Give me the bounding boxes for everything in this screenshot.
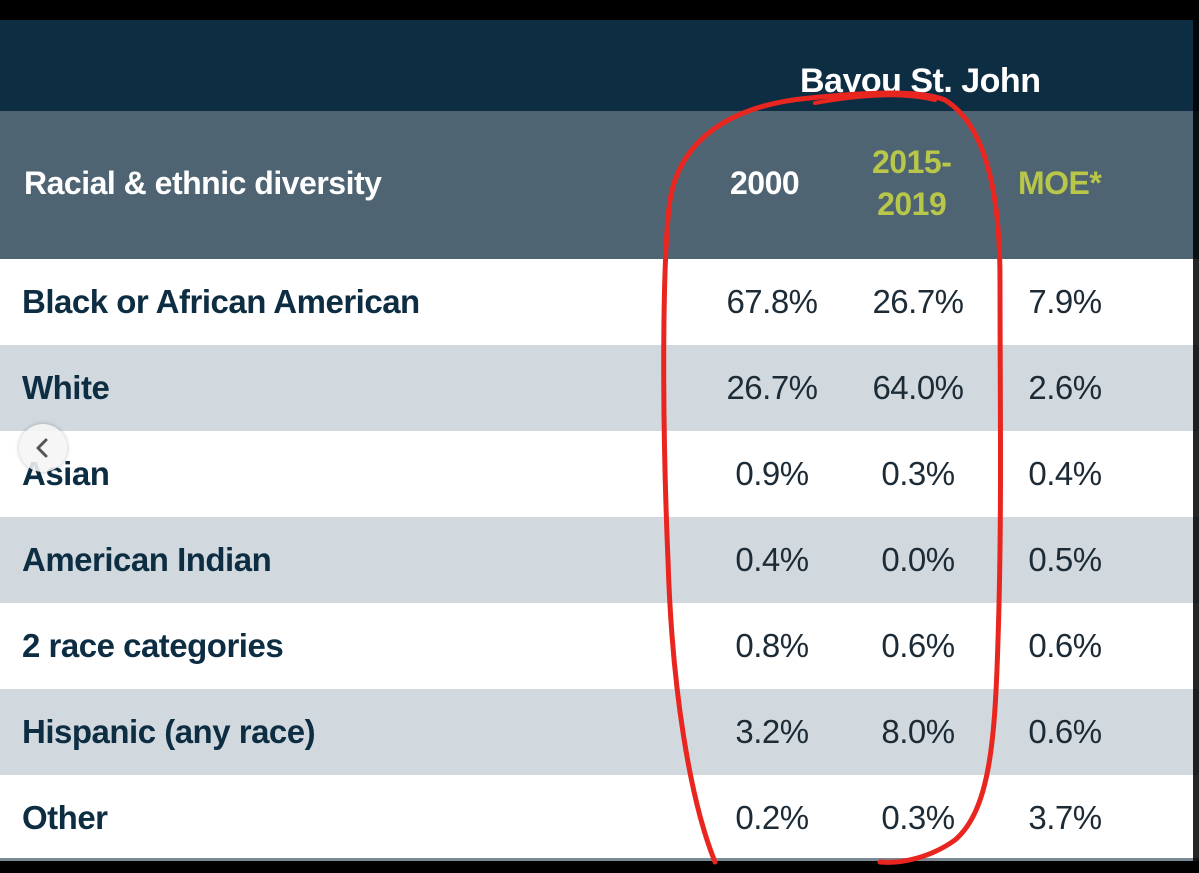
table-cell: 0.4% — [735, 541, 809, 578]
column-header-row: Racial & ethnic diversity 2000 2015- 2019… — [0, 111, 1199, 259]
column-header-line: 2015- — [872, 144, 952, 180]
table-cell: 3.7% — [1028, 799, 1102, 836]
row-label: Black or African American — [22, 283, 420, 320]
table-cell: 2.6% — [1028, 369, 1102, 406]
row-label: White — [22, 369, 110, 406]
table-cell: 0.3% — [881, 455, 955, 492]
table-cell: 7.9% — [1028, 283, 1102, 320]
table-cell: 0.9% — [735, 455, 809, 492]
table-row: Other 0.2% 0.3% 3.7% — [0, 775, 1199, 861]
table-cell: 0.3% — [881, 799, 955, 836]
table-cell: 67.8% — [726, 283, 818, 320]
table-cell: 64.0% — [872, 369, 964, 406]
bottom-black-bar — [0, 861, 1199, 873]
table-row: White 26.7% 64.0% 2.6% — [0, 345, 1199, 431]
row-label: 2 race categories — [22, 627, 284, 664]
row-label: Hispanic (any race) — [22, 713, 316, 750]
region-title: Bayou St. John — [800, 62, 1041, 100]
right-edge — [1193, 20, 1199, 873]
column-header-2000: 2000 — [730, 165, 800, 201]
table-cell: 0.6% — [1028, 713, 1102, 750]
table-cell: 0.6% — [1028, 627, 1102, 664]
table-row: American Indian 0.4% 0.0% 0.5% — [0, 517, 1199, 603]
row-label: Other — [22, 799, 108, 836]
table-cell: 3.2% — [735, 713, 809, 750]
table-row: Asian 0.9% 0.3% 0.4% — [0, 431, 1199, 517]
column-header-2015-2019: 2015- 2019 — [872, 141, 952, 225]
region-header: Bayou St. John — [0, 20, 1199, 111]
table-row: 2 race categories 0.8% 0.6% 0.6% — [0, 603, 1199, 689]
column-header-line: 2019 — [877, 186, 947, 222]
table-cell: 0.4% — [1028, 455, 1102, 492]
column-header-moe: MOE* — [1018, 165, 1102, 201]
table-cell: 0.6% — [881, 627, 955, 664]
chevron-left-icon — [32, 429, 54, 468]
table-cell: 8.0% — [881, 713, 955, 750]
table-row: Hispanic (any race) 3.2% 8.0% 0.6% — [0, 689, 1199, 775]
top-black-bar — [0, 0, 1199, 20]
table-cell: 0.5% — [1028, 541, 1102, 578]
table-cell: 0.2% — [735, 799, 809, 836]
previous-slide-button[interactable] — [19, 424, 67, 472]
table-bottom-rule — [0, 858, 1199, 861]
table-cell: 0.8% — [735, 627, 809, 664]
table-row: Black or African American 67.8% 26.7% 7.9% — [0, 259, 1199, 345]
table-cell: 26.7% — [872, 283, 964, 320]
row-label: American Indian — [22, 541, 272, 578]
row-header-title: Racial & ethnic diversity — [24, 165, 382, 201]
table-cell: 0.0% — [881, 541, 955, 578]
table-cell: 26.7% — [726, 369, 818, 406]
